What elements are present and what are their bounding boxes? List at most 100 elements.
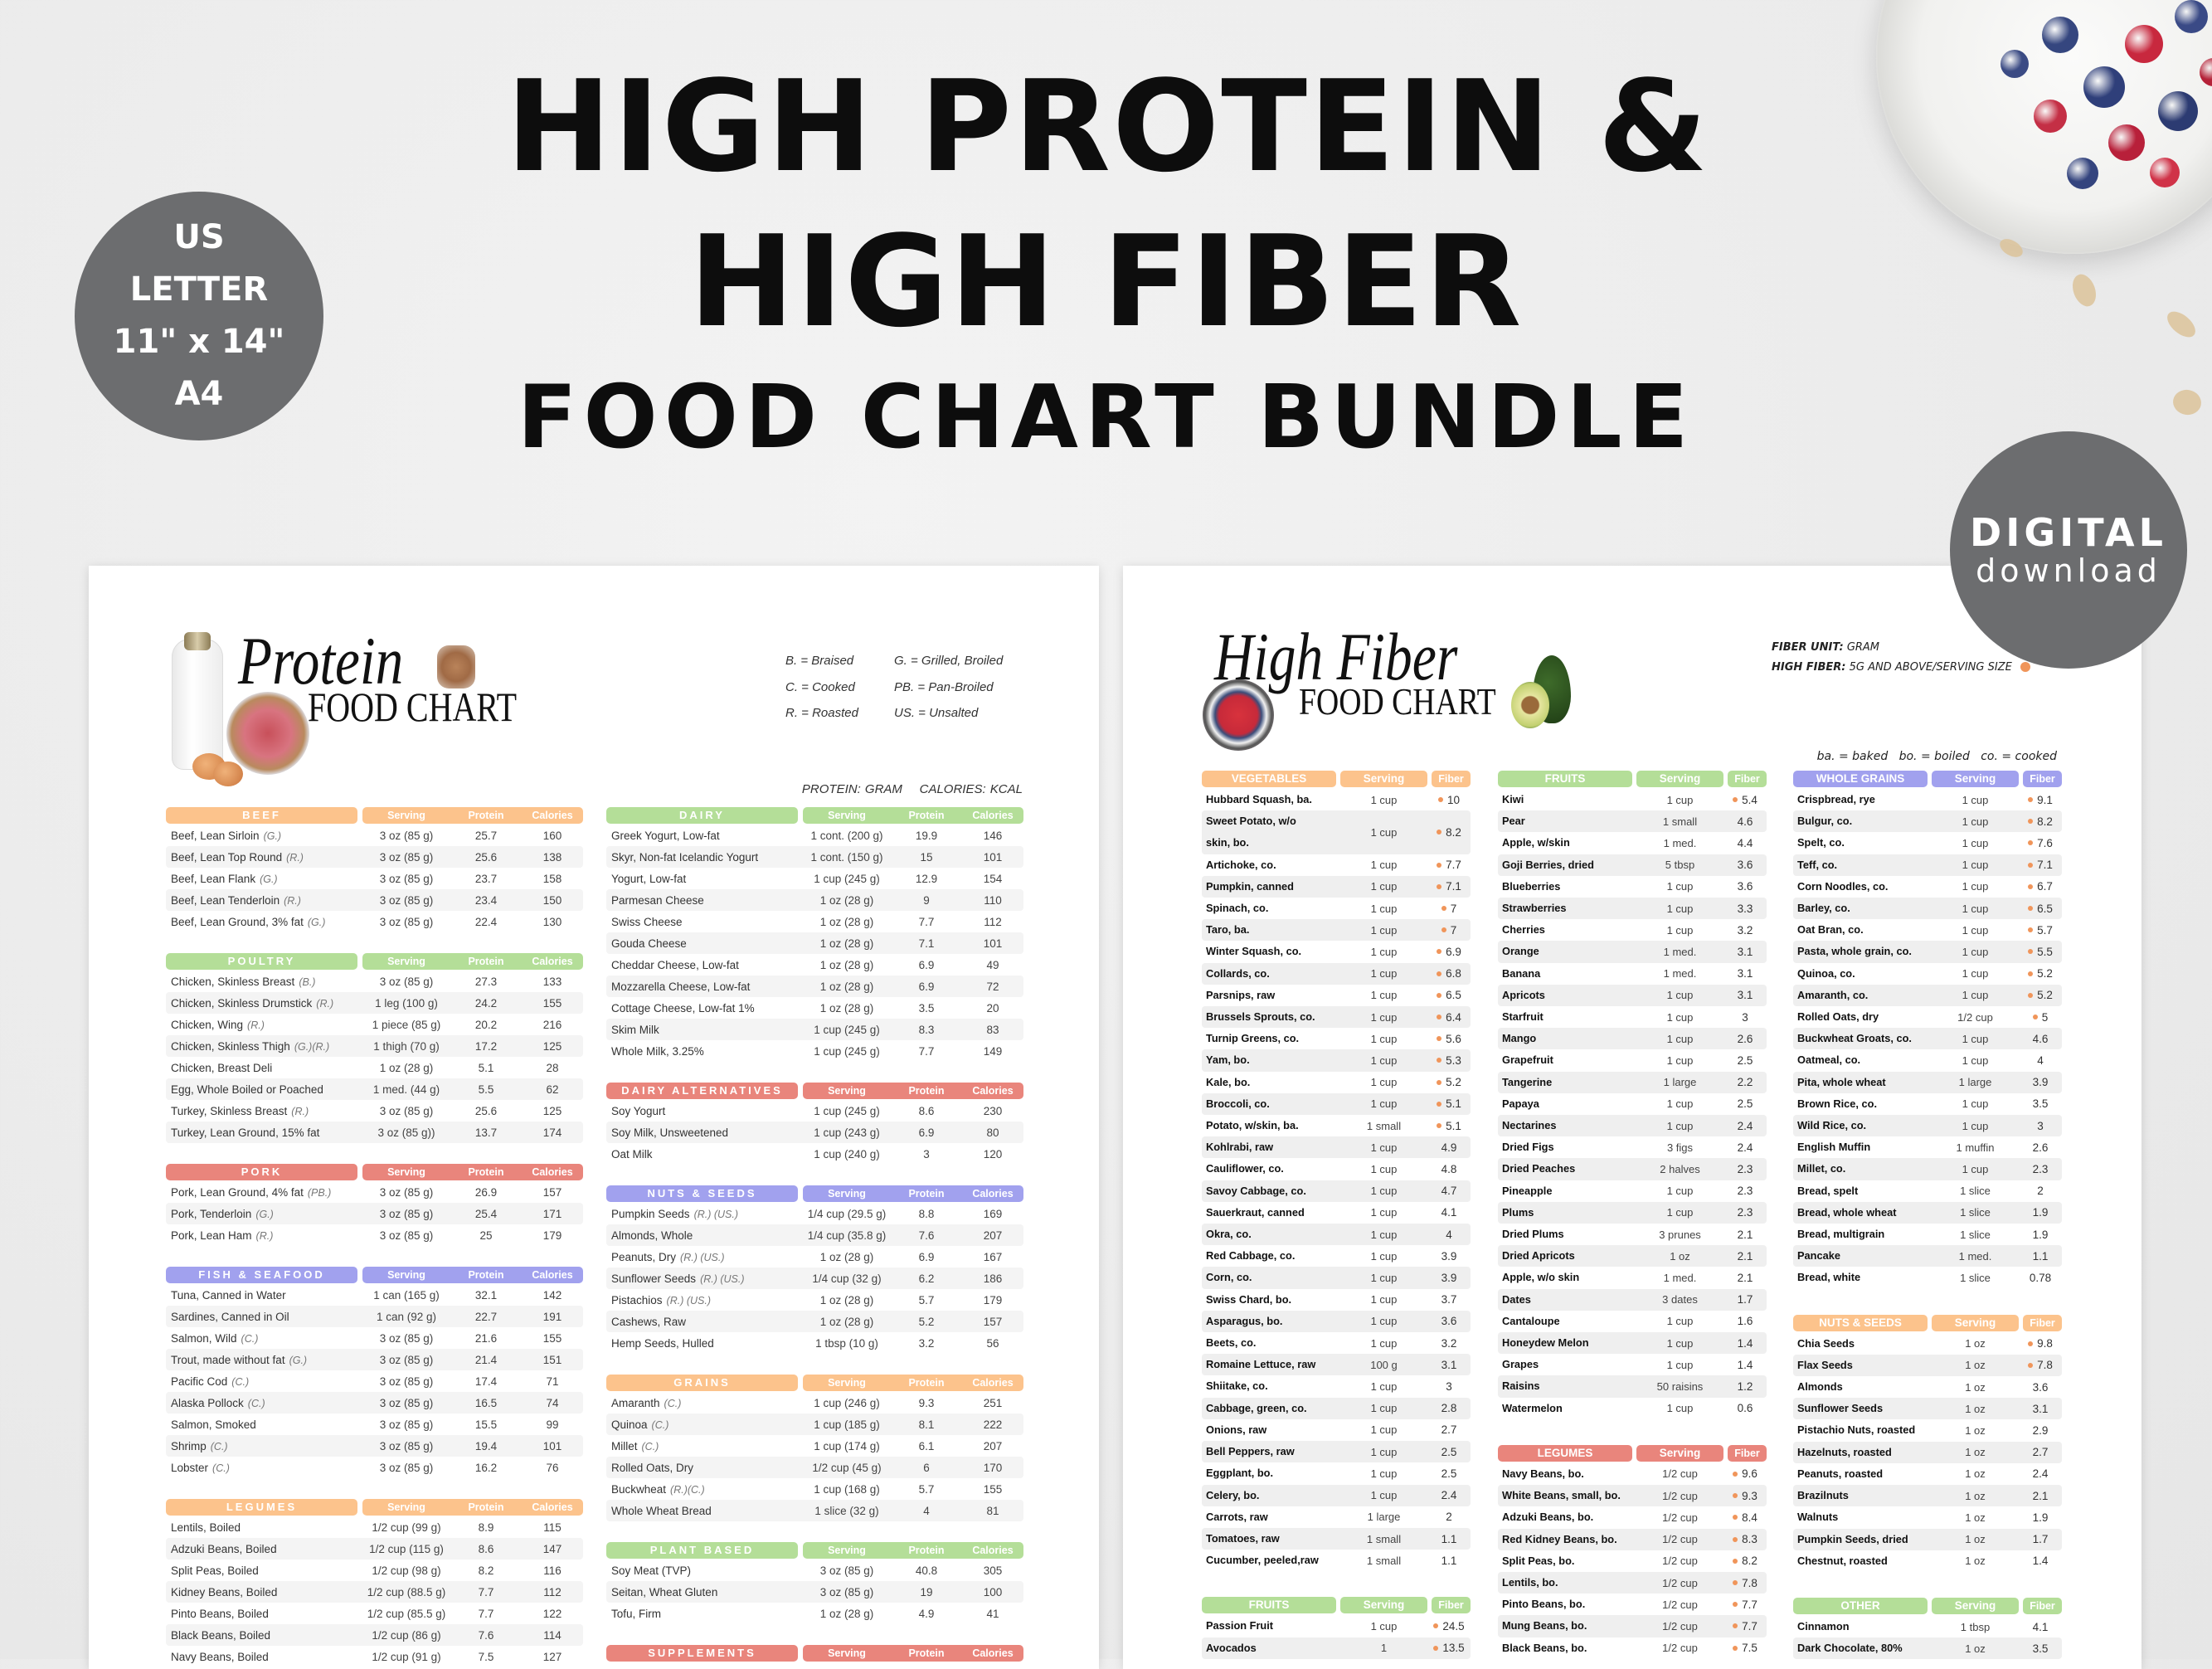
table-row: Salmon, Smoked 3 oz (85 g) 15.5 99	[166, 1414, 583, 1435]
food-name: Spelt, co.	[1797, 836, 1845, 849]
fiber-cell: 5.1	[1427, 1097, 1471, 1110]
cooking-method-note: (C.)	[664, 1397, 682, 1409]
cooking-method-note: (G.)	[307, 916, 326, 928]
serving-value: 1 cup	[1962, 837, 1989, 849]
fiber-value: 2.6	[2032, 1141, 2049, 1154]
food-name: Chicken, Breast Deli	[171, 1061, 273, 1074]
food-name: Tangerine	[1502, 1075, 1553, 1088]
fiber-value: 7.5	[1742, 1642, 1757, 1655]
food-name: Egg, Whole Boiled or Poached	[171, 1083, 323, 1096]
serving-value: 1 cup	[1962, 967, 1989, 980]
food-name: Beef, Lean Top Round	[171, 850, 283, 864]
fiber-value: 2.8	[1441, 1402, 1457, 1415]
column-header-calories: Calories	[532, 810, 573, 821]
serving-value: 1/4 cup (32 g)	[812, 1272, 882, 1285]
table-row: Almonds, Whole 1/4 cup (35.8 g) 7.6 207	[606, 1224, 1023, 1246]
calories-value: 138	[542, 850, 562, 864]
food-name: Apple, w/o skin	[1502, 1271, 1580, 1284]
serving-value: 1 oz	[1965, 1489, 1986, 1502]
food-name-cell: Beef, Lean Flank (G.)	[166, 873, 362, 885]
table-row: Peanuts, Dry (R.) (US.) 1 oz (28 g) 6.9 167	[606, 1246, 1023, 1268]
table-row: Brazilnuts 1 oz 2.1	[1793, 1485, 2062, 1507]
serving-value: 1/4 cup (29.5 g)	[807, 1207, 887, 1220]
food-name-cell: Cashews, Raw	[606, 1316, 803, 1328]
values-cell: 3 oz (85 g) 27.3 133	[362, 976, 583, 988]
fiber-cell: 7.7	[1427, 859, 1471, 871]
serving-value: 3 oz (85 g)	[379, 1353, 434, 1366]
fiber-cell: 7.8	[1723, 1577, 1767, 1589]
table-row: Bread, spelt 1 slice 2	[1793, 1180, 2062, 1202]
column-header-serving: Serving	[1340, 771, 1427, 787]
food-name: Swiss Chard, bo.	[1206, 1292, 1292, 1306]
protein-value: 6.9	[918, 1250, 935, 1263]
high-fiber-dot-icon	[2028, 797, 2034, 803]
fiber-value: 0.78	[2029, 1272, 2052, 1285]
calories-value: 99	[546, 1418, 559, 1431]
food-name: Pear	[1502, 815, 1525, 828]
serving-value: 1/4 cup (35.8 g)	[807, 1229, 887, 1242]
food-name: Onions, raw	[1206, 1423, 1267, 1436]
serving-value: 3 oz (85 g)	[379, 1375, 434, 1388]
protein-value: 5.7	[918, 1293, 935, 1306]
food-name: Greek Yogurt, Low-fat	[611, 829, 720, 842]
fiber-value: 7.7	[1446, 859, 1461, 872]
table-row: Brown Rice, co. 1 cup 3.5	[1793, 1093, 2062, 1115]
column-headers: Serving Protein Calories	[362, 1499, 583, 1516]
serving-value: 1/2 cup	[1662, 1642, 1698, 1655]
table-row: Honeydew Melon 1 cup 1.4	[1498, 1332, 1767, 1355]
food-name: Pita, whole wheat	[1797, 1075, 1886, 1088]
cooking-method-note: (R.)	[316, 997, 334, 1010]
serving-value: 1 cup	[1370, 946, 1398, 959]
eggs-image	[213, 762, 243, 786]
calories-value: 160	[542, 829, 562, 842]
protein-value: 5.7	[918, 1482, 935, 1496]
cooking-method-note: (C.)	[241, 1332, 259, 1345]
cooking-method-note: (R.)	[255, 1229, 274, 1242]
food-name: Tuna, Canned in Water	[171, 1288, 286, 1302]
protein-value: 6.9	[918, 958, 935, 971]
high-fiber-dot-icon	[1433, 1645, 1439, 1651]
table-row: Pinto Beans, Boiled 1/2 cup (85.5 g) 7.7 12…	[166, 1603, 583, 1624]
food-name-cell: Beef, Lean Sirloin (G.)	[166, 830, 362, 842]
blueberry-image	[2158, 91, 2198, 131]
table-row: Okra, co. 1 cup 4	[1202, 1224, 1471, 1246]
food-name: Peanuts, roasted	[1797, 1467, 1884, 1480]
protein-value: 7.1	[918, 937, 935, 950]
table-section-legumes: LEGUMES Serving Fiber Navy Beans, bo. 1/2 cu…	[1498, 1444, 1767, 1659]
food-name: Hubbard Squash, ba.	[1206, 793, 1312, 805]
fiber-cell: 7.1	[2019, 859, 2062, 871]
food-name: Honeydew Melon	[1502, 1336, 1589, 1350]
values-cell: 1/2 cup (85.5 g) 7.7 122	[362, 1608, 583, 1620]
fiber-value: 5	[2041, 1010, 2049, 1024]
fiber-cell: 5.6	[1427, 1033, 1471, 1045]
serving-value: 1 oz	[1670, 1249, 1690, 1263]
table-section-dairy-alternatives: DAIRY ALTERNATIVES Serving Protein Calories…	[606, 1083, 1023, 1165]
table-row: Buckwheat (R.)(C.) 1 cup (168 g) 5.7 155	[606, 1478, 1023, 1500]
headline-line-1: HIGH PROTEIN &	[505, 53, 1710, 200]
values-cell: 1/2 cup (91 g) 7.5 127	[362, 1651, 583, 1663]
fiber-cell: 1.4	[2019, 1555, 2062, 1567]
protein-value: 4.9	[918, 1607, 935, 1620]
column-header-serving: Serving	[1932, 1597, 2019, 1614]
column-header-protein: Protein	[908, 1188, 945, 1199]
table-row: Beef, Lean Tenderloin (R.) 3 oz (85 g) 23.4…	[166, 889, 583, 911]
column-header-fiber: Fiber	[1432, 771, 1471, 787]
food-name-cell: Tuna, Canned in Water	[166, 1289, 362, 1302]
protein-value: 6.9	[918, 980, 935, 993]
food-name: Quinoa	[611, 1418, 648, 1431]
fiber-value: 8.2	[1742, 1555, 1757, 1568]
serving-value: 1 slice	[1960, 1185, 1991, 1198]
values-cell: 1 thigh (70 g) 17.2 125	[362, 1040, 583, 1053]
serving-value: 1/2 cup	[1662, 1489, 1698, 1502]
table-row: Potato, w/skin, ba. 1 small 5.1	[1202, 1115, 1471, 1136]
berry-bowl-image	[1203, 679, 1274, 751]
calories-value: 74	[546, 1396, 559, 1409]
food-name: Pumpkin, canned	[1206, 879, 1294, 893]
column-header-calories: Calories	[972, 810, 1014, 821]
food-name: Black Beans, Boiled	[171, 1628, 271, 1642]
column-header-serving: Serving	[828, 810, 866, 821]
column-header-calories: Calories	[532, 1269, 573, 1281]
cooking-method-note: (G.)	[263, 830, 282, 842]
serving-value: 1 large	[1663, 1076, 1697, 1089]
fiber-value: 9.3	[1742, 1489, 1757, 1502]
